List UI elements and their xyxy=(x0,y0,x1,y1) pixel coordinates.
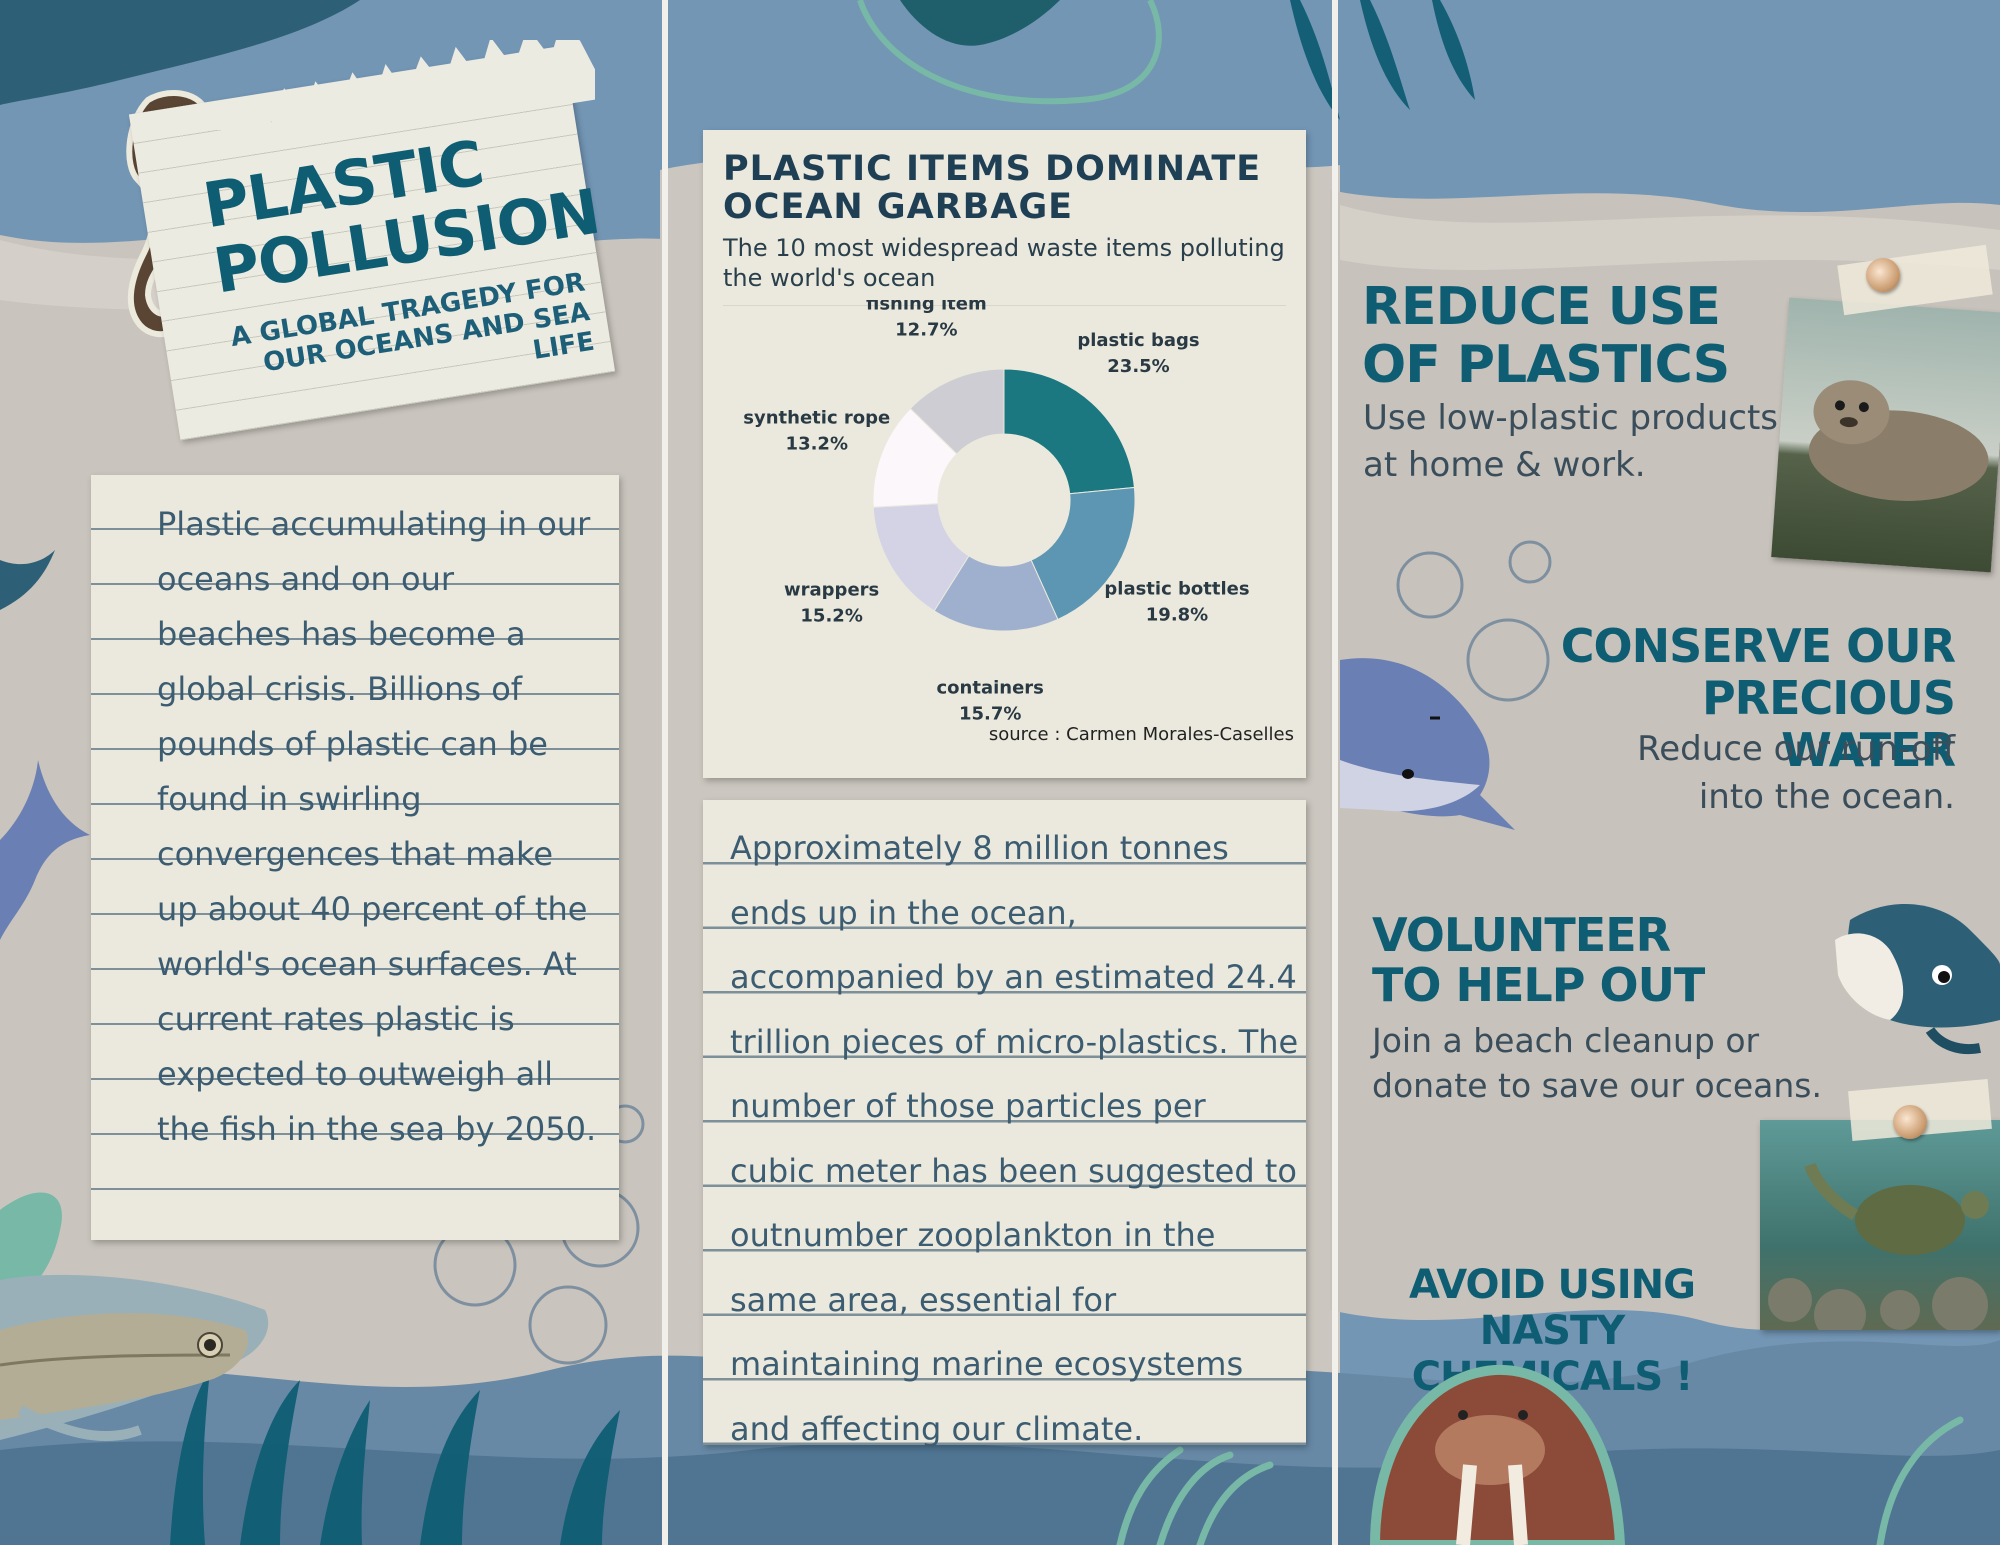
intro-note: Plastic accumulating in our oceans and o… xyxy=(91,475,619,1240)
chart-subtitle: The 10 most widespread waste items pollu… xyxy=(723,234,1285,292)
facts-text: Approximately 8 million tonnes ends up i… xyxy=(730,829,1299,1448)
slice-label: plastic bags 23.5% xyxy=(1077,330,1199,377)
whale-illustration xyxy=(1835,903,2000,1054)
donut-slice xyxy=(909,368,1005,455)
slice-label-name: plastic bags xyxy=(1077,330,1199,351)
tip-heading-conserve: CONSERVE OUR PRECIOUS WATER xyxy=(1560,619,1956,777)
donut-slice xyxy=(1003,368,1135,495)
tip-heading-volunteer: VOLUNTEER TO HELP OUT xyxy=(1372,908,1705,1012)
slice-label-name: wrappers xyxy=(784,579,879,600)
slice-label-name: fishing item xyxy=(866,300,987,315)
tip-text-volunteer: Join a beach cleanup or donate to save o… xyxy=(1372,1021,1822,1105)
slice-label: fishing item 12.7% xyxy=(866,300,987,341)
push-pin xyxy=(1893,1105,1927,1139)
slice-label: containers 15.7% xyxy=(937,678,1044,720)
facts-note: Approximately 8 million tonnes ends up i… xyxy=(703,800,1306,1448)
torn-paper-edge xyxy=(208,40,595,130)
fish-picture xyxy=(0,1274,269,1442)
slice-label-name: synthetic rope xyxy=(743,408,890,429)
slice-label: synthetic rope 13.2% xyxy=(743,408,890,455)
slice-label: wrappers 15.2% xyxy=(784,579,879,626)
dolphin-illustration xyxy=(1340,658,1515,830)
sea-turtle-picture xyxy=(1760,1120,2000,1330)
slice-label-value: 13.2% xyxy=(786,434,848,455)
slice-label-value: 15.7% xyxy=(959,704,1021,720)
chart-title: PLASTIC ITEMS DOMINATE OCEAN GARBAGE xyxy=(723,149,1262,227)
slice-label-value: 23.5% xyxy=(1107,356,1169,377)
slice-label-name: containers xyxy=(937,678,1044,699)
donut-slice xyxy=(1030,486,1136,621)
panel-divider-right xyxy=(1332,0,1338,1545)
panel-divider-left xyxy=(662,0,668,1545)
chart-card: PLASTIC ITEMS DOMINATE OCEAN GARBAGE The… xyxy=(703,130,1306,778)
slice-label-value: 15.2% xyxy=(800,605,862,626)
walrus-picture xyxy=(1369,1364,1625,1545)
dolphin-fin-illustration xyxy=(0,760,90,940)
slice-label: plastic bottles 19.8% xyxy=(1104,578,1249,625)
chart-divider xyxy=(723,305,1286,306)
seaweed-left xyxy=(0,550,55,610)
push-pin xyxy=(1866,258,1900,292)
intro-text: Plastic accumulating in our oceans and o… xyxy=(157,505,597,1148)
tip-text-reduce: Use low-plastic products at home & work. xyxy=(1363,398,1778,485)
slice-label-value: 12.7% xyxy=(895,320,957,341)
slice-label-name: plastic bottles xyxy=(1104,578,1249,599)
slice-label-value: 19.8% xyxy=(1146,604,1208,625)
seal-picture xyxy=(1771,297,2000,573)
tip-text-conserve: Reduce our run-off into the ocean. xyxy=(1637,729,1955,817)
tip-heading-reduce: REDUCE USE OF PLASTICS xyxy=(1362,277,1730,395)
chart-source: source : Carmen Morales-Caselles xyxy=(988,724,1294,745)
donut-chart: plastic bags 23.5% plastic bottles 19.8% con… xyxy=(743,300,1249,720)
